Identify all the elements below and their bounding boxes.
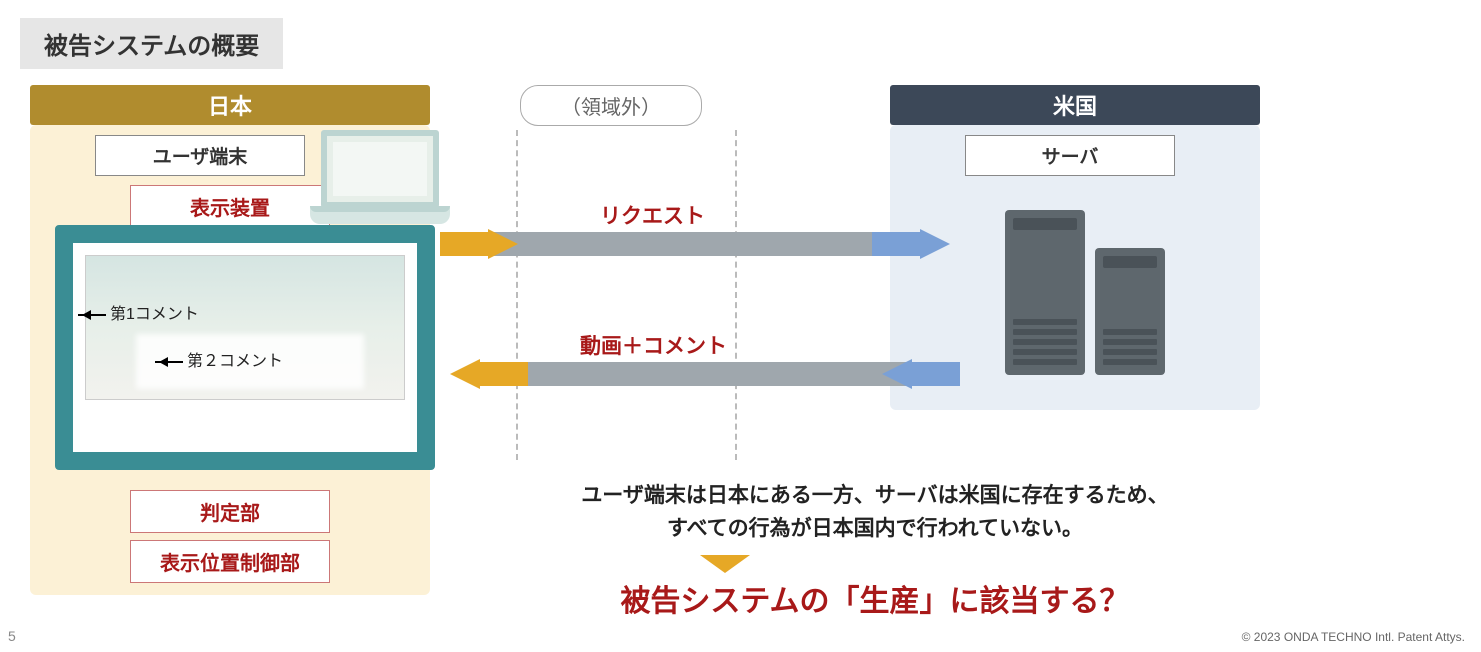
page-number: 5	[8, 628, 16, 644]
server-box: サーバ	[965, 135, 1175, 176]
server-large-icon	[1005, 210, 1085, 375]
server-small-icon	[1095, 248, 1165, 375]
arrow-left-icon	[78, 314, 106, 316]
display-device-box: 表示装置	[130, 185, 330, 228]
copyright: © 2023 ONDA TECHNO Intl. Patent Attys.	[1242, 630, 1465, 644]
conclusion-text: 被告システムの「生産」に該当する？	[465, 576, 1285, 620]
response-label: 動画＋コメント	[580, 330, 727, 360]
slide-title: 被告システムの概要	[20, 18, 283, 69]
user-terminal-box: ユーザ端末	[95, 135, 305, 176]
request-label: リクエスト	[600, 200, 705, 230]
laptop-icon	[310, 130, 450, 224]
response-arrow	[480, 362, 960, 386]
japan-header: 日本	[30, 85, 430, 125]
video-area	[85, 255, 405, 400]
comment-1: 第1コメント	[78, 300, 199, 324]
request-arrow	[440, 232, 920, 256]
us-header: 米国	[890, 85, 1260, 125]
judge-box: 判定部	[130, 490, 330, 533]
boundary-line-left	[516, 130, 518, 460]
comment-2: 第２コメント	[155, 347, 283, 371]
boundary-line-right	[735, 130, 737, 460]
down-triangle-icon	[700, 555, 750, 573]
explanation-text: ユーザ端末は日本にある一方、サーバは米国に存在するため、すべての行為が日本国内で…	[465, 480, 1285, 545]
arrow-left-icon	[155, 361, 183, 363]
position-control-box: 表示位置制御部	[130, 540, 330, 583]
territory-label: （領域外）	[520, 85, 702, 126]
